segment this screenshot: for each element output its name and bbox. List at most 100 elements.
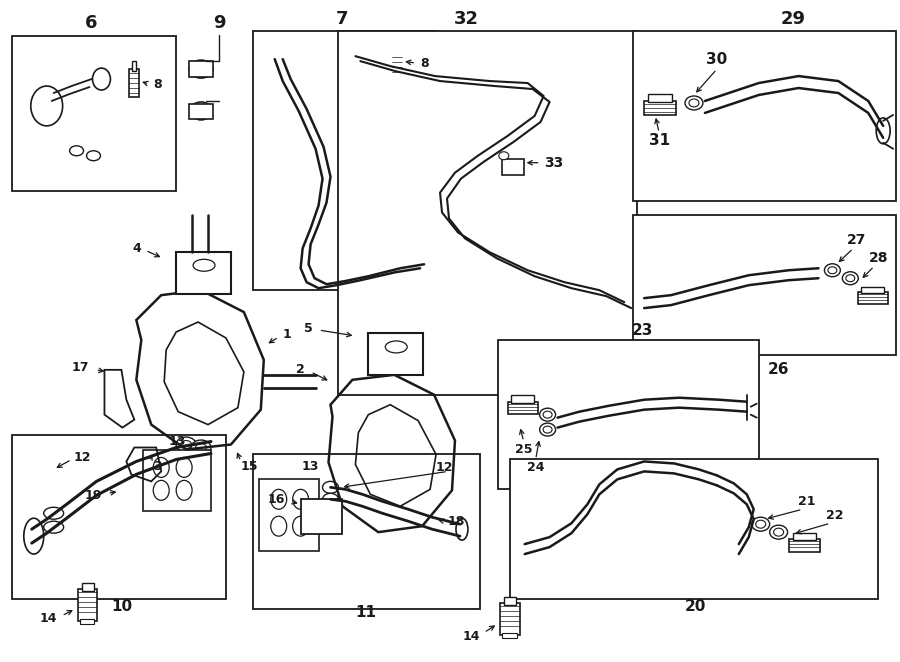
Ellipse shape [86, 151, 101, 161]
Ellipse shape [499, 152, 508, 160]
Bar [395, 45, 400, 55]
Text: 3: 3 [153, 460, 162, 473]
Bar [130, 69, 140, 97]
Text: 19: 19 [85, 489, 103, 502]
Ellipse shape [153, 481, 169, 500]
Bar [644, 101, 676, 115]
Bar [502, 633, 517, 638]
Ellipse shape [385, 341, 407, 353]
Bar [253, 31, 435, 290]
Ellipse shape [842, 271, 859, 285]
Bar [189, 61, 213, 77]
Ellipse shape [685, 96, 703, 110]
Ellipse shape [543, 411, 552, 418]
Text: 24: 24 [526, 461, 544, 474]
Ellipse shape [877, 118, 890, 144]
Ellipse shape [322, 481, 338, 493]
Bar [504, 597, 516, 605]
Text: 33: 33 [544, 156, 564, 169]
Bar [176, 252, 231, 294]
Ellipse shape [44, 521, 64, 533]
Bar [143, 449, 211, 511]
Bar [861, 287, 884, 293]
Bar [498, 340, 759, 489]
Bar [793, 533, 816, 540]
Ellipse shape [176, 481, 192, 500]
Text: 10: 10 [111, 599, 132, 614]
Bar [368, 333, 423, 375]
Text: 28: 28 [868, 252, 888, 265]
Ellipse shape [774, 528, 784, 536]
Ellipse shape [176, 437, 196, 452]
Bar [79, 619, 94, 624]
Text: 7: 7 [337, 11, 348, 28]
Ellipse shape [846, 275, 855, 282]
Text: 1: 1 [283, 328, 292, 342]
Ellipse shape [181, 440, 192, 448]
Text: 27: 27 [847, 234, 866, 248]
Ellipse shape [752, 517, 770, 531]
Ellipse shape [191, 440, 211, 455]
Text: 32: 32 [454, 11, 479, 28]
Bar [788, 539, 821, 552]
Text: 2: 2 [296, 363, 304, 376]
Bar [253, 455, 480, 609]
Bar [634, 216, 896, 355]
Ellipse shape [190, 102, 212, 120]
Ellipse shape [23, 518, 44, 554]
Text: 25: 25 [515, 443, 533, 456]
Ellipse shape [176, 457, 192, 477]
Text: 13: 13 [168, 435, 185, 448]
Text: 15: 15 [240, 460, 257, 473]
Bar [77, 589, 97, 621]
Bar [12, 434, 226, 599]
Bar [338, 31, 637, 395]
Text: 13: 13 [302, 460, 319, 473]
Text: 31: 31 [649, 133, 670, 148]
Text: 23: 23 [632, 322, 652, 338]
Text: 18: 18 [448, 514, 465, 528]
Ellipse shape [828, 267, 837, 274]
Bar [502, 159, 524, 175]
Ellipse shape [540, 423, 555, 436]
Ellipse shape [271, 516, 287, 536]
Text: 26: 26 [768, 362, 789, 377]
Text: 22: 22 [825, 508, 843, 522]
Ellipse shape [543, 426, 552, 433]
Bar [392, 53, 402, 79]
Ellipse shape [292, 489, 309, 509]
Text: 8: 8 [420, 57, 428, 70]
Ellipse shape [824, 263, 841, 277]
Text: 17: 17 [72, 361, 89, 374]
Ellipse shape [69, 146, 84, 156]
Bar [12, 36, 176, 191]
Ellipse shape [382, 250, 398, 261]
Ellipse shape [153, 457, 169, 477]
Bar [132, 61, 136, 71]
Ellipse shape [195, 444, 206, 451]
Text: 4: 4 [132, 242, 141, 255]
Text: 14: 14 [463, 630, 480, 643]
Ellipse shape [689, 99, 699, 107]
Ellipse shape [44, 507, 64, 519]
Bar [859, 292, 888, 304]
Text: 9: 9 [212, 15, 225, 32]
Ellipse shape [322, 493, 338, 505]
Text: 8: 8 [153, 77, 162, 91]
Ellipse shape [194, 260, 215, 271]
Bar [634, 31, 896, 201]
Text: 11: 11 [355, 605, 376, 620]
Ellipse shape [93, 68, 111, 90]
Bar [510, 395, 534, 402]
Ellipse shape [31, 86, 63, 126]
Ellipse shape [756, 520, 766, 528]
Ellipse shape [271, 489, 287, 509]
Text: 5: 5 [304, 322, 312, 334]
Bar [509, 459, 878, 599]
Text: 6: 6 [86, 15, 98, 32]
Ellipse shape [292, 516, 309, 536]
Ellipse shape [540, 408, 555, 421]
Text: 20: 20 [684, 599, 706, 614]
Text: 29: 29 [781, 11, 806, 28]
Text: 12: 12 [74, 451, 91, 464]
